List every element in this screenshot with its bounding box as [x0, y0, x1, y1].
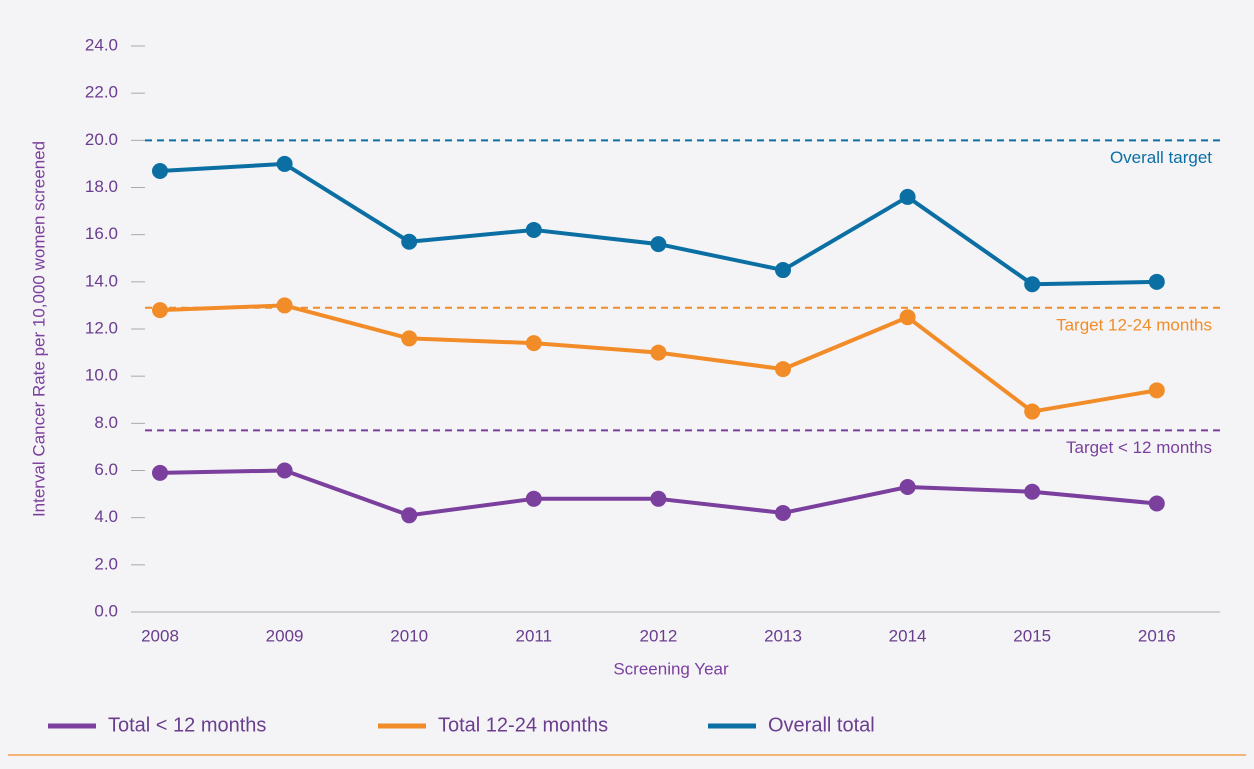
point — [1148, 495, 1165, 512]
y-tick-label: 22.0 — [85, 83, 118, 102]
point — [401, 233, 418, 250]
point — [401, 507, 418, 524]
point — [276, 462, 293, 479]
point — [775, 262, 791, 279]
x-tick-label: 2016 — [1138, 626, 1176, 645]
x-axis-label: Screening Year — [613, 659, 729, 678]
x-tick-label: 2009 — [266, 626, 304, 645]
target-label: Target < 12 months — [1066, 438, 1212, 457]
y-tick-label: 6.0 — [94, 460, 118, 479]
y-axis-label: Interval Cancer Rate per 10,000 women sc… — [29, 141, 48, 517]
target-label: Overall target — [1110, 148, 1212, 167]
point — [525, 221, 542, 238]
point — [152, 464, 168, 481]
y-tick-label: 2.0 — [94, 554, 118, 573]
y-tick-label: 24.0 — [85, 35, 118, 54]
y-tick-label: 14.0 — [85, 271, 118, 290]
point — [650, 490, 667, 507]
point — [401, 330, 418, 347]
point — [152, 302, 168, 319]
point — [152, 162, 168, 179]
x-tick-label: 2015 — [1013, 626, 1051, 645]
point — [899, 309, 916, 326]
point — [276, 155, 293, 172]
x-tick-label: 2012 — [639, 626, 677, 645]
point — [1024, 403, 1041, 420]
point — [775, 361, 791, 378]
y-tick-label: 20.0 — [85, 130, 118, 149]
y-tick-label: 18.0 — [85, 177, 118, 196]
point — [899, 479, 916, 496]
y-tick-label: 16.0 — [85, 224, 118, 243]
legend-label: Total 12-24 months — [438, 714, 608, 736]
point — [525, 335, 542, 352]
point — [1148, 273, 1165, 290]
y-tick-label: 4.0 — [94, 507, 118, 526]
point — [899, 188, 916, 205]
point — [1024, 483, 1041, 500]
point — [525, 490, 542, 507]
y-tick-label: 12.0 — [85, 318, 118, 337]
legend-label: Overall total — [768, 714, 875, 736]
point — [775, 504, 791, 521]
point — [276, 297, 293, 314]
x-tick-label: 2008 — [141, 626, 179, 645]
x-tick-label: 2013 — [764, 626, 802, 645]
y-tick-label: 10.0 — [85, 366, 118, 385]
y-tick-label: 0.0 — [94, 601, 118, 620]
legend-label: Total < 12 months — [108, 714, 266, 736]
target-label: Target 12-24 months — [1056, 315, 1212, 334]
x-tick-label: 2010 — [390, 626, 428, 645]
y-tick-label: 8.0 — [94, 413, 118, 432]
x-tick-label: 2014 — [889, 626, 927, 645]
x-tick-label: 2011 — [516, 626, 553, 645]
point — [650, 344, 667, 361]
point — [1148, 382, 1165, 399]
point — [1024, 276, 1041, 293]
point — [650, 236, 667, 253]
